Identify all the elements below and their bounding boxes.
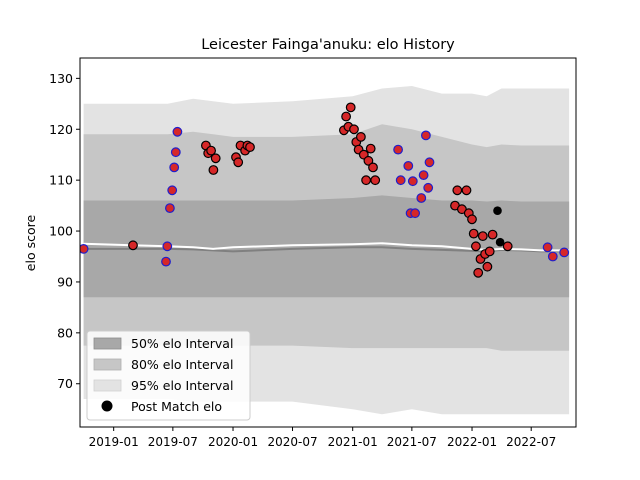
x-tick-label: 2022-07 (506, 435, 556, 449)
x-tick-label: 2020-01 (208, 435, 258, 449)
legend-label-95: 95% elo Interval (131, 378, 233, 393)
match-point (487, 229, 498, 240)
y-axis-label: elo score (23, 215, 38, 272)
match-point (473, 267, 484, 278)
match-point (208, 165, 219, 175)
y-tick-label: 110 (49, 173, 73, 188)
match-point (452, 185, 463, 196)
match-point (410, 208, 421, 219)
post-match-point (495, 237, 505, 247)
match-point (421, 130, 431, 141)
y-tick-label: 100 (49, 224, 73, 239)
x-tick-label: 2021-01 (328, 435, 378, 449)
data-points (80, 102, 570, 278)
legend-swatch-80 (93, 358, 122, 371)
match-point (407, 176, 418, 187)
legend-swatch-95 (93, 379, 122, 392)
legend-label-post-match: Post Match elo (131, 399, 222, 414)
post-match-point (493, 206, 502, 215)
legend-frame (86, 330, 251, 421)
legend-label-80: 80% elo Interval (131, 357, 233, 372)
match-point (393, 144, 404, 155)
legend-marker-post-match (101, 400, 113, 412)
band-50 (83, 195, 570, 298)
match-point (169, 162, 180, 173)
match-point (245, 142, 255, 153)
match-point (542, 242, 553, 253)
match-point (468, 228, 479, 239)
match-point (502, 241, 513, 252)
match-point (547, 251, 558, 262)
match-point (424, 157, 435, 168)
legend: 50% elo Interval 80% elo Interval 95% el… (86, 330, 251, 421)
match-point (467, 214, 477, 225)
match-point (210, 153, 221, 164)
y-tick-label: 70 (57, 376, 73, 391)
match-point (341, 111, 352, 122)
match-point (418, 170, 429, 181)
match-point (206, 145, 217, 156)
match-point (416, 193, 427, 203)
match-point (403, 160, 414, 171)
match-point (484, 246, 495, 257)
match-point (233, 157, 244, 168)
match-point (80, 244, 89, 254)
match-point (162, 241, 173, 252)
x-tick-label: 2020-07 (267, 435, 317, 449)
match-point (349, 124, 359, 135)
match-point (395, 175, 406, 186)
match-point (345, 102, 356, 113)
match-point (477, 231, 488, 242)
x-tick-label: 2019-01 (89, 435, 139, 449)
x-axis: 2019-01 2019-07 2020-01 2020-07 2021-01 2021-… (89, 427, 556, 449)
match-point (365, 143, 376, 154)
y-tick-label: 90 (57, 274, 73, 289)
chart-title: Leicester Fainga'anuku: elo History (201, 37, 455, 53)
match-point (167, 185, 178, 196)
match-point (356, 131, 366, 142)
y-tick-label: 130 (49, 71, 73, 86)
match-point (370, 175, 381, 186)
y-axis: 70 80 90 100 110 120 130 (49, 71, 80, 391)
match-point (161, 256, 171, 267)
legend-swatch-50 (93, 337, 122, 350)
x-tick-label: 2021-07 (387, 435, 437, 449)
match-point (164, 203, 175, 214)
match-point (482, 261, 493, 272)
plot-frame (79, 57, 577, 428)
y-tick-label: 120 (49, 122, 73, 137)
y-tick-label: 80 (57, 325, 73, 340)
x-tick-label: 2019-07 (148, 435, 198, 449)
match-point (128, 240, 138, 251)
match-point (172, 126, 183, 137)
match-point (363, 155, 374, 166)
match-point (361, 175, 372, 186)
legend-label-50: 50% elo Interval (131, 336, 233, 351)
x-tick-label: 2022-01 (447, 435, 497, 449)
match-point (423, 182, 434, 193)
match-point (368, 162, 378, 173)
match-point (461, 185, 472, 196)
match-point (170, 147, 181, 158)
match-point (471, 241, 481, 252)
match-point (559, 247, 570, 258)
